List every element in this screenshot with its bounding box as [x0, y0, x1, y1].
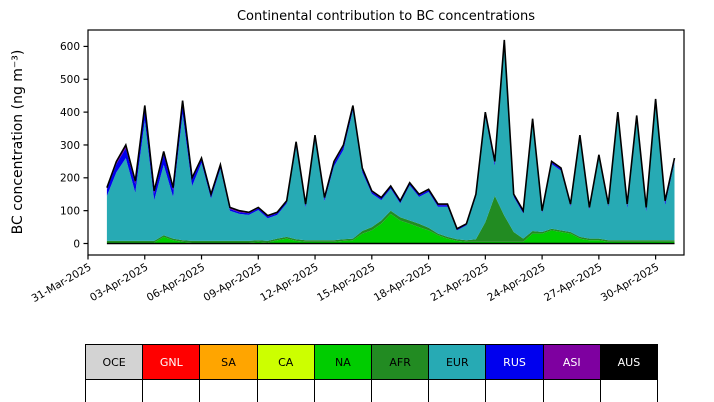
legend-label-rus: RUS	[503, 355, 526, 369]
legend-stub-cell	[429, 378, 487, 402]
legend-label-sa: SA	[221, 355, 236, 369]
x-tick-label: 21-Apr-2025	[429, 261, 491, 304]
legend-stub-cell	[372, 378, 430, 402]
plot-area: 0 100 200 300 400 500 600 31-Mar-202503-Apr-202…	[30, 29, 685, 305]
y-tick-label: 100	[60, 205, 80, 217]
legend-label-aus: AUS	[617, 355, 641, 369]
x-tick-label: 27-Apr-2025	[542, 261, 604, 304]
y-tick-label: 0	[73, 238, 80, 250]
legend-stub-cell	[601, 379, 657, 402]
y-tick-label: 200	[60, 173, 80, 185]
total-line	[106, 39, 676, 230]
y-tick-label: 400	[60, 107, 80, 119]
continent-legend: OCE GNL SA CA NA AFR EUR RUS ASI AUS	[85, 344, 658, 380]
legend-partial-row	[85, 378, 658, 402]
legend-stub-cell	[315, 378, 373, 402]
legend-label-na: NA	[335, 355, 351, 369]
legend-stub-cell	[486, 378, 544, 402]
legend-item-oce: OCE	[86, 345, 144, 379]
y-axis-label: BC concentration (ng m⁻³)	[10, 50, 26, 235]
x-tick-label: 03-Apr-2025	[88, 261, 150, 304]
legend-label-eur: EUR	[445, 355, 469, 369]
legend-stub-cell	[86, 378, 144, 402]
legend-item-gnl: GNL	[143, 345, 201, 379]
x-tick-label: 18-Apr-2025	[372, 261, 434, 304]
legend-label-gnl: GNL	[159, 355, 183, 369]
legend-item-eur: EUR	[429, 345, 487, 379]
legend-label-oce: OCE	[102, 355, 126, 369]
x-tick-label: 09-Apr-2025	[202, 261, 264, 304]
y-tick-label: 300	[60, 140, 80, 152]
y-tick-label: 600	[60, 41, 80, 53]
legend-item-afr: AFR	[372, 345, 430, 379]
legend-item-na: NA	[314, 345, 373, 379]
legend-label-asi: ASI	[562, 355, 581, 369]
legend-label-ca: CA	[278, 355, 294, 369]
legend-item-asi: ASI	[543, 345, 601, 379]
chart-title: Continental contribution to BC concentra…	[237, 9, 535, 24]
x-tick-label: 31-Mar-2025	[30, 261, 94, 305]
legend-stub-cell	[200, 378, 258, 402]
area-na	[106, 213, 675, 244]
area-eur	[106, 44, 675, 241]
legend-item-rus: RUS	[486, 345, 544, 379]
legend-stub-cell	[258, 378, 315, 402]
legend-label-afr: AFR	[389, 355, 411, 369]
x-tick-label: 15-Apr-2025	[315, 261, 377, 304]
x-tick-label: 24-Apr-2025	[485, 261, 547, 304]
legend-item-aus: AUS	[600, 345, 658, 379]
legend-stub-cell	[544, 378, 601, 402]
legend-item-sa: SA	[200, 345, 258, 379]
x-tick-label: 12-Apr-2025	[258, 261, 320, 304]
x-tick-label: 06-Apr-2025	[145, 261, 207, 304]
axes-frame	[87, 29, 685, 256]
bc-stacked-area-chart: Continental contribution to BC concentra…	[10, 9, 685, 305]
x-tick-label: 30-Apr-2025	[599, 261, 661, 304]
legend-item-ca: CA	[257, 345, 315, 379]
y-tick-label: 500	[60, 74, 80, 86]
legend-stub-cell	[143, 378, 201, 402]
